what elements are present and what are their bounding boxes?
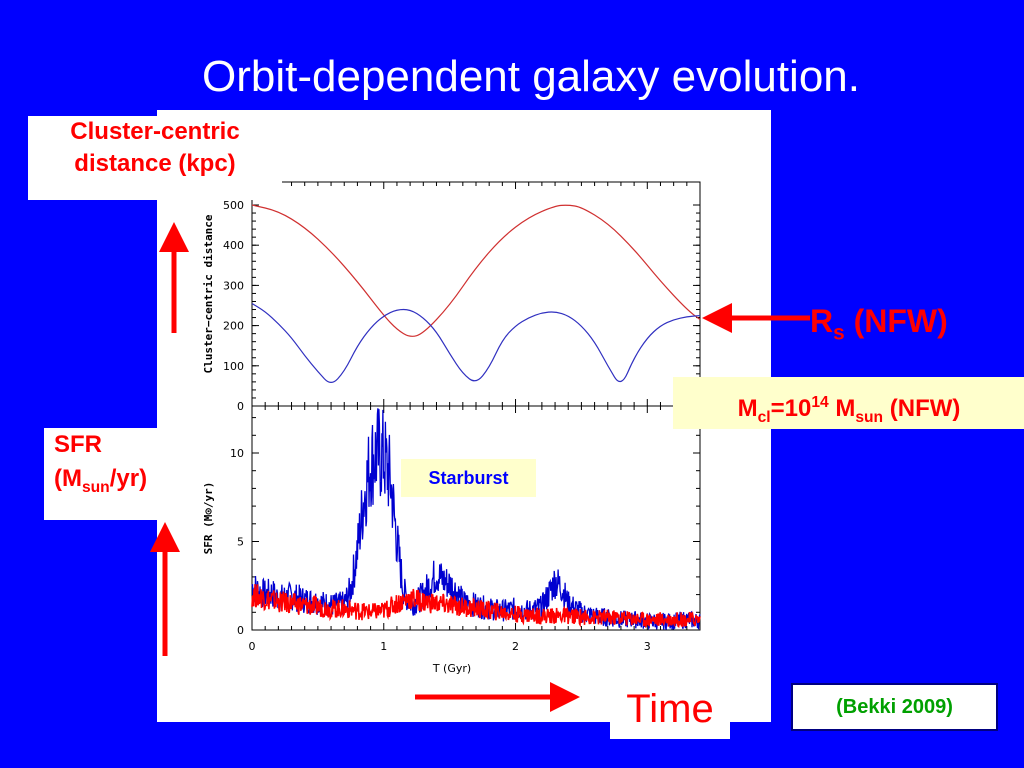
cluster-label-line2: distance (kpc)	[74, 150, 236, 177]
citation-label: (Bekki 2009)	[791, 683, 998, 731]
sfr-y-axis-label: SFR (M⊙/yr)	[202, 482, 215, 555]
rs-sub: s	[833, 321, 845, 345]
cluster-mass-label: Mcl=1014 Msun (NFW)	[673, 377, 1024, 429]
mcl-m: M	[737, 395, 758, 422]
sfr-y-tick-label: 5	[237, 536, 244, 549]
sfr-y-tick-label: 0	[237, 624, 244, 637]
slide-title: Orbit-dependent galaxy evolution.	[202, 52, 860, 101]
mcl-sub2: sun	[855, 408, 884, 426]
sfr-series-1	[251, 584, 701, 629]
sfr-label: SFR (Msun/yr)	[44, 428, 190, 520]
rs-r: R	[810, 303, 834, 339]
cluster-label-line1: Cluster-centric	[70, 118, 240, 145]
sfr-sub: sun	[81, 478, 110, 496]
distance-y-tick-label: 100	[223, 360, 244, 373]
sfr-label-line1: SFR	[54, 431, 102, 458]
distance-y-tick-label: 300	[223, 279, 244, 292]
mcl-sub: cl	[757, 408, 771, 426]
distance-y-tick-label: 200	[223, 320, 244, 333]
sfr-x-tick-label: 0	[249, 640, 256, 653]
mcl-eq: =10	[770, 395, 812, 422]
rs-suffix: (NFW)	[844, 303, 948, 339]
sfr-y-tick-label: 10	[230, 447, 244, 460]
starburst-label: Starburst	[401, 459, 536, 497]
sfr-label-line2: (Msun/yr)	[54, 462, 190, 505]
distance-series-0	[251, 204, 701, 337]
time-label: Time	[610, 683, 730, 739]
sfr-paren: (M	[54, 465, 82, 492]
sfr-x-tick-label: 2	[512, 640, 519, 653]
distance-y-tick-label: 0	[237, 400, 244, 413]
distance-y-axis-label: Cluster−centric distance	[202, 214, 215, 373]
mcl-suffix: (NFW)	[883, 395, 961, 422]
distance-y-tick-label: 400	[223, 239, 244, 252]
sfr-x-tick-label: 3	[644, 640, 651, 653]
sfr-series-0	[251, 408, 701, 631]
distance-series-1	[251, 302, 701, 383]
sfr-x-axis-label: T (Gyr)	[432, 662, 471, 675]
sfr-x-tick-label: 1	[380, 640, 387, 653]
mcl-msun: M	[828, 395, 856, 422]
distance-y-tick-label: 500	[223, 199, 244, 212]
sfr-unit: /yr)	[109, 465, 148, 492]
cluster-distance-label: Cluster-centric distance (kpc)	[28, 116, 282, 200]
mcl-sup: 14	[811, 394, 829, 411]
scale-radius-label: Rs (NFW)	[810, 301, 948, 353]
